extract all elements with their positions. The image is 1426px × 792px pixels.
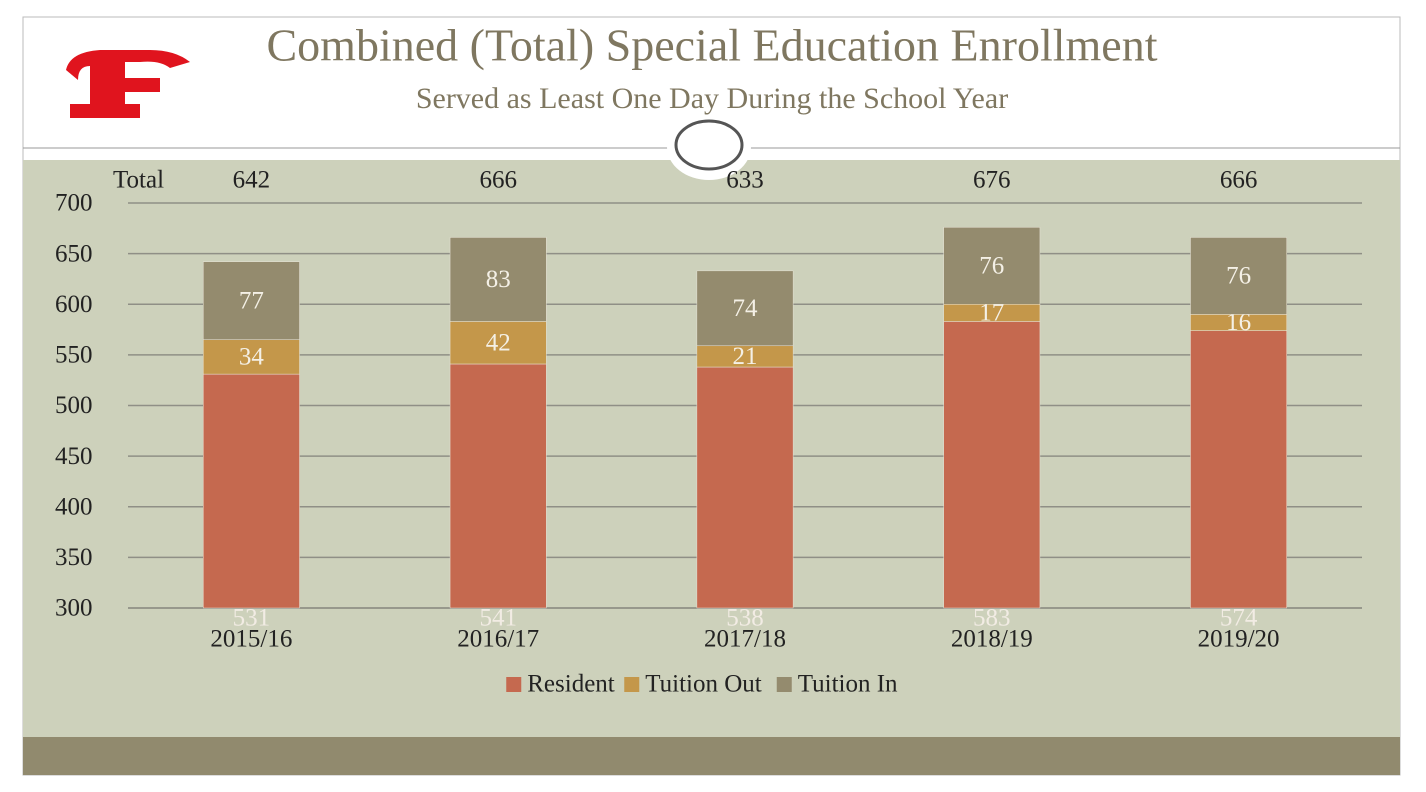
total-label: 676 <box>973 167 1011 194</box>
legend-label: Tuition Out <box>645 671 762 698</box>
x-tick-label: 2015/16 <box>210 626 292 653</box>
bar-segment <box>449 237 547 322</box>
y-tick-label: 450 <box>55 443 93 470</box>
bar-segment <box>1190 330 1287 609</box>
total-label: 642 <box>233 167 271 194</box>
legend-swatch <box>776 677 792 692</box>
legend-label: Tuition In <box>798 671 898 698</box>
bar-segment <box>1190 237 1287 315</box>
legend-swatch <box>624 677 640 692</box>
y-tick-label: 700 <box>55 190 93 217</box>
data-label: 538 <box>726 605 764 632</box>
legend-swatch <box>506 677 522 692</box>
data-label: 83 <box>486 266 511 293</box>
data-label: 574 <box>1220 605 1258 632</box>
y-tick-label: 400 <box>55 493 93 520</box>
bar-segment <box>449 321 547 365</box>
y-tick-label: 300 <box>55 595 93 622</box>
total-label: 666 <box>1220 167 1258 194</box>
data-label: 583 <box>973 605 1011 632</box>
bar-segment <box>696 270 794 347</box>
total-label: 666 <box>479 167 517 194</box>
data-label: 531 <box>233 605 271 632</box>
bar-segment <box>696 366 794 609</box>
footer-band <box>23 737 1400 775</box>
data-label: 77 <box>239 287 264 314</box>
logo <box>66 50 190 118</box>
y-tick-label: 600 <box>55 291 93 318</box>
data-label: 76 <box>979 253 1004 280</box>
totals-label: Total <box>113 167 164 194</box>
x-tick-label: 2018/19 <box>951 626 1033 653</box>
bar-segment <box>203 261 300 340</box>
legend-label: Resident <box>527 671 615 698</box>
bar-segment <box>943 227 1041 305</box>
bar-segment <box>943 321 1041 609</box>
data-label: 21 <box>733 343 758 370</box>
total-label: 633 <box>726 167 764 194</box>
y-tick-label: 500 <box>55 392 93 419</box>
y-tick-label: 350 <box>55 544 93 571</box>
ornament-ring <box>674 119 744 171</box>
chart-subtitle: Served as Least One Day During the Schoo… <box>416 82 1008 115</box>
logo-f <box>66 50 190 118</box>
chart-title: Combined (Total) Special Education Enrol… <box>266 20 1157 71</box>
data-label: 34 <box>239 344 265 371</box>
data-label: 42 <box>486 329 511 356</box>
x-tick-label: 2017/18 <box>704 626 786 653</box>
data-label: 541 <box>479 605 517 632</box>
data-label: 76 <box>1226 263 1251 290</box>
x-tick-label: 2016/17 <box>457 626 539 653</box>
data-label: 74 <box>733 295 759 322</box>
bar-segment <box>203 373 300 609</box>
x-tick-label: 2019/20 <box>1198 626 1280 653</box>
y-tick-label: 650 <box>55 240 93 267</box>
y-tick-label: 550 <box>55 342 93 369</box>
bar-segment <box>449 363 547 609</box>
bar-segment <box>203 339 300 375</box>
